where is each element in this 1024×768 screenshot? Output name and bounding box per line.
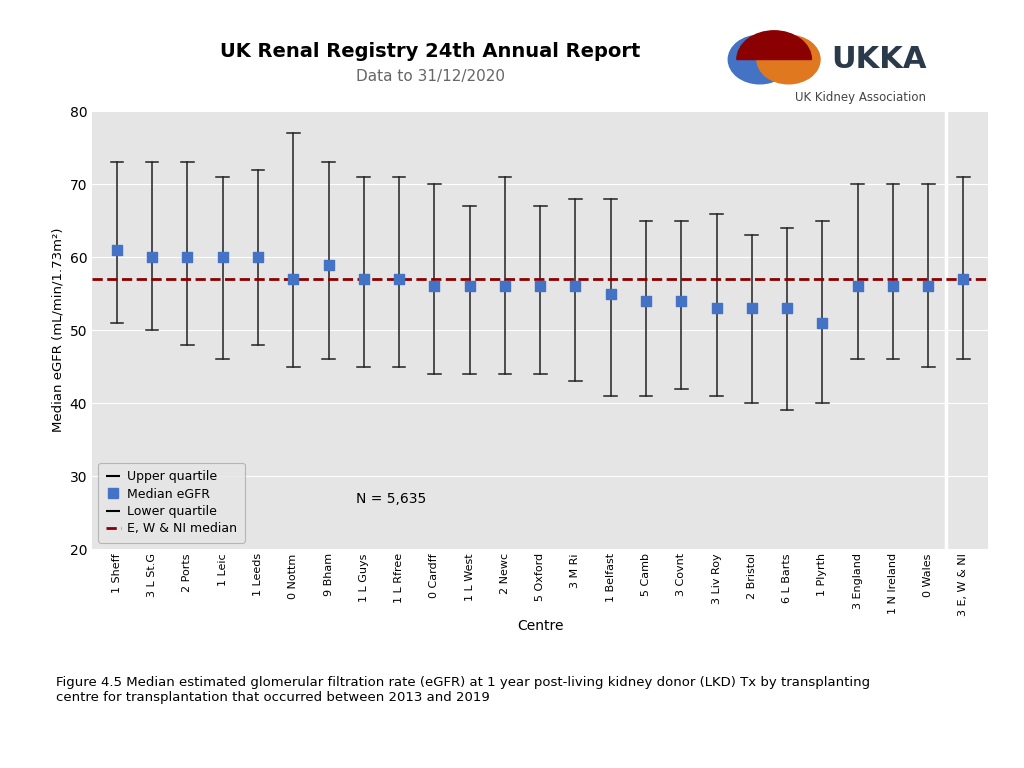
Point [850,280,866,293]
Wedge shape [737,31,811,60]
Point [743,302,760,315]
Text: UK Kidney Association: UK Kidney Association [795,91,926,104]
Y-axis label: Median eGFR (mL/min/1.73m²): Median eGFR (mL/min/1.73m²) [51,228,65,432]
Point [285,273,301,286]
Text: Data to 31/12/2020: Data to 31/12/2020 [355,69,505,84]
Point [638,295,654,307]
Point [709,302,725,315]
Text: UK Renal Registry 24th Annual Report: UK Renal Registry 24th Annual Report [220,42,640,61]
Legend: Upper quartile, Median eGFR, Lower quartile, E, W & NI median: Upper quartile, Median eGFR, Lower quart… [98,463,245,543]
Point [920,280,936,293]
Text: UKKA: UKKA [831,45,927,74]
Point [214,251,230,263]
X-axis label: Centre: Centre [517,619,563,633]
Text: N = 5,635: N = 5,635 [356,492,427,506]
Point [179,251,196,263]
Point [673,295,689,307]
Circle shape [728,35,792,84]
Text: Figure 4.5 Median estimated glomerular filtration rate (eGFR) at 1 year post-liv: Figure 4.5 Median estimated glomerular f… [56,676,870,703]
Point [109,244,125,257]
Point [814,317,830,329]
Point [355,273,372,286]
Point [426,280,442,293]
Point [885,280,901,293]
Circle shape [757,35,820,84]
Point [321,258,337,271]
Point [955,273,972,286]
Point [779,302,796,315]
Point [462,280,478,293]
Point [532,280,549,293]
Point [144,251,161,263]
Point [567,280,584,293]
Point [497,280,513,293]
Point [250,251,266,263]
Point [602,288,618,300]
Point [391,273,408,286]
